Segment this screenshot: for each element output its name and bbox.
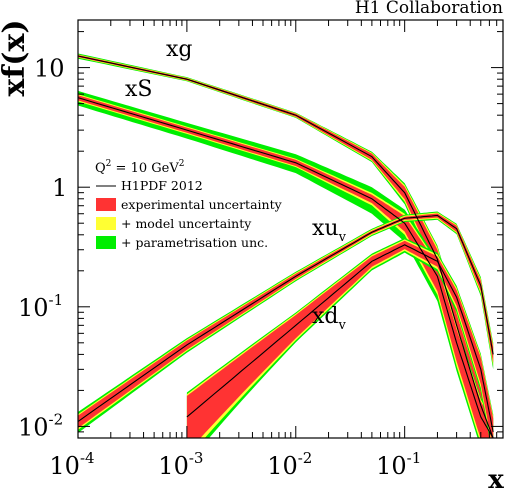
y-tick-label: 1	[52, 174, 67, 202]
y-tick-label: 10-2	[18, 410, 63, 441]
axis-ticks	[77, 20, 504, 439]
band-exp-xS	[78, 95, 494, 438]
x-tick-label: 10-2	[267, 449, 312, 480]
y-tick-label: 10	[34, 55, 65, 83]
legend-box-swatch	[96, 198, 116, 211]
legend-label: experimental uncertainty	[121, 197, 283, 212]
legend-box-swatch	[96, 217, 116, 230]
series-label-xuv: xuv	[312, 216, 347, 245]
legend: Q2 = 10 GeV2 H1PDF 2012 experimental unce…	[95, 159, 283, 250]
tick-labels: 10-4 10-3 10-2 10-1 10-2 10-1 1 10	[18, 55, 421, 480]
band-model-xdv	[186, 239, 494, 438]
x-tick-label: 10-1	[376, 449, 421, 480]
curve-xdv	[186, 244, 494, 433]
legend-box-swatch	[96, 236, 116, 249]
series-label-xdv: xdv	[312, 304, 347, 333]
band-exp-xdv	[186, 240, 494, 438]
curve-xg	[78, 55, 494, 438]
curve-xS	[78, 97, 494, 438]
x-axis-label: x	[488, 465, 504, 491]
legend-label: + parametrisation unc.	[121, 235, 268, 250]
central-curves	[78, 55, 494, 438]
collaboration-label: H1 Collaboration	[355, 0, 503, 18]
legend-entries: H1PDF 2012 experimental uncertainty + mode…	[96, 178, 283, 250]
y-tick-label: 10-1	[18, 291, 63, 322]
legend-label: + model uncertainty	[121, 216, 252, 231]
y-axis-label: xf(x)	[0, 19, 32, 96]
x-tick-label: 10-4	[49, 449, 94, 480]
curve-xuv	[78, 214, 494, 422]
legend-q2: Q2 = 10 GeV2	[95, 159, 184, 176]
series-label-xS: xS	[125, 77, 152, 102]
band-model-xS	[78, 94, 494, 438]
legend-label: H1PDF 2012	[121, 178, 203, 193]
x-tick-label: 10-3	[158, 449, 203, 480]
series-label-xg: xg	[166, 37, 193, 62]
